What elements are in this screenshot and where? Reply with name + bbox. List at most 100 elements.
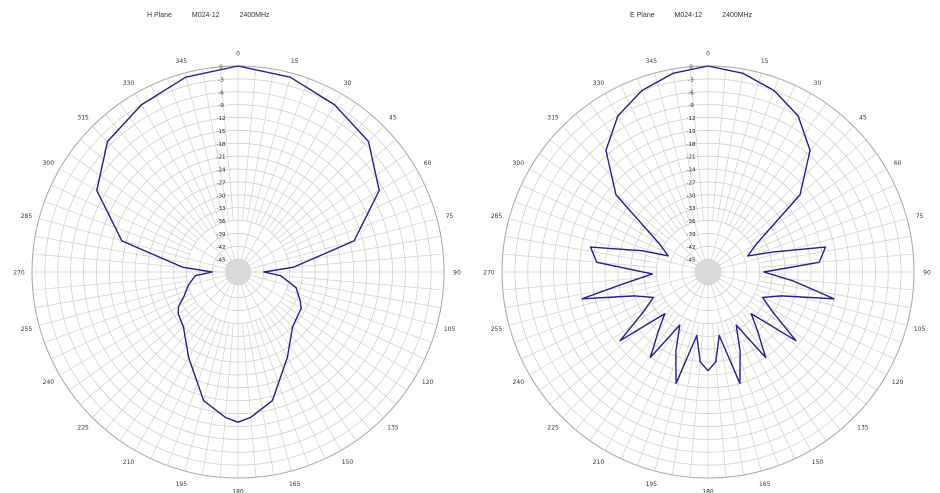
grid-spoke — [286, 201, 432, 255]
radial-tick-labels: 0 -3 -6 -9 -12 -15 -18 -21 -24 -27 -30 -33 -36 -39 -42… — [687, 65, 696, 264]
angle-tick-label: 105 — [444, 326, 456, 333]
grid-spoke — [720, 218, 908, 270]
grid-spoke — [637, 320, 691, 466]
grid-spoke — [716, 322, 745, 475]
grid-spoke — [279, 153, 407, 243]
grid-spoke — [529, 278, 698, 376]
angle-tick-label: 225 — [77, 424, 89, 431]
grid-spoke — [246, 69, 275, 222]
radial-tick-label: -3 — [688, 77, 694, 83]
polar-plot: 0 15 30 45 60 75 90 105 120 135 150 165 180 195 210 225… — [13, 51, 461, 493]
grid-spoke — [575, 113, 676, 233]
chart-title: E Plane M024-12 2400MHz — [630, 12, 772, 19]
grid-spoke — [255, 78, 309, 224]
grid-spoke — [167, 78, 221, 224]
grid-spoke — [620, 85, 687, 226]
angle-tick-label: 255 — [491, 326, 503, 333]
grid-spoke — [754, 293, 895, 360]
chart-title-plane: H Plane — [147, 12, 172, 19]
angle-tick-label: 285 — [21, 213, 33, 220]
radial-tick-label: 0 — [689, 65, 693, 71]
radial-tick-label: -33 — [687, 206, 696, 212]
grid-spoke — [620, 318, 687, 459]
grid-spoke — [201, 322, 230, 475]
grid-spoke — [521, 293, 662, 360]
grid-spoke — [246, 322, 275, 475]
radial-tick-label: -39 — [217, 232, 226, 238]
series-line — [96, 65, 380, 423]
radial-tick-label: -24 — [687, 168, 696, 174]
grid-spoke — [716, 69, 745, 222]
polar-plot: 0 15 30 45 60 75 90 105 120 135 150 165 180 195 210 225… — [483, 51, 931, 493]
radial-tick-label: -12 — [217, 116, 226, 122]
grid-spoke — [250, 274, 438, 326]
angle-tick-label: 135 — [857, 424, 869, 431]
radial-tick-label: -39 — [687, 232, 696, 238]
grid-spoke — [134, 282, 232, 451]
grid-spoke — [505, 280, 658, 309]
angle-tick-label: 315 — [547, 115, 559, 122]
grid-spoke — [79, 139, 199, 240]
angle-tick-label: 165 — [759, 481, 771, 488]
angle-tick-label: 225 — [547, 424, 559, 431]
grid-spoke — [508, 274, 696, 326]
radial-tick-label: -3 — [218, 77, 224, 83]
polar-grid — [31, 65, 445, 479]
radial-tick-label: -45 — [687, 258, 696, 264]
grid-spoke — [286, 289, 432, 343]
grid-spoke — [150, 318, 217, 459]
angle-tick-labels: 0 15 30 45 60 75 90 105 120 135 150 165 180 195 210 225… — [483, 51, 931, 493]
grid-spoke — [44, 289, 190, 343]
grid-spoke — [758, 235, 911, 264]
grid-spoke — [250, 218, 438, 270]
grid-spoke — [604, 93, 702, 262]
angle-tick-label: 240 — [513, 379, 525, 386]
angle-tick-label: 300 — [513, 160, 525, 167]
grid-spoke — [270, 311, 371, 431]
grid-spoke — [521, 184, 662, 251]
grid-spoke — [654, 284, 706, 472]
chart-title: H Plane M024-12 2400MHz — [147, 12, 290, 19]
angle-tick-label: 0 — [706, 51, 710, 58]
e-plane-chart: E Plane M024-12 2400MHz 0 15 30 45 60 75 90 105 12… — [470, 0, 940, 493]
grid-spoke — [740, 113, 841, 233]
grid-spoke — [59, 278, 228, 376]
chart-title-model: M024-12 — [674, 12, 703, 19]
grid-spoke — [240, 284, 292, 472]
grid-spoke — [279, 301, 407, 391]
grid-spoke — [716, 126, 854, 264]
grid-spoke — [758, 280, 911, 309]
radial-tick-label: -15 — [217, 129, 226, 135]
grid-spoke — [718, 168, 887, 266]
angle-tick-label: 105 — [914, 326, 926, 333]
grid-spoke — [92, 126, 230, 264]
grid-spoke — [710, 284, 762, 472]
angle-tick-label: 120 — [422, 379, 434, 386]
grid-center — [695, 259, 721, 285]
angle-tick-label: 315 — [77, 115, 89, 122]
grid-spoke — [589, 313, 679, 441]
angle-tick-label: 120 — [892, 379, 904, 386]
radial-tick-label: -27 — [687, 180, 696, 186]
grid-spoke — [270, 113, 371, 233]
radial-tick-label: -21 — [687, 155, 696, 161]
radial-tick-label: -6 — [218, 90, 224, 96]
grid-spoke — [69, 153, 197, 243]
angle-tick-label: 270 — [483, 270, 495, 277]
grid-spoke — [248, 168, 417, 266]
grid-spoke — [756, 289, 902, 343]
grid-spoke — [201, 69, 230, 222]
grid-spoke — [539, 301, 667, 391]
grid-spoke — [712, 323, 727, 478]
grid-spoke — [32, 253, 187, 268]
polar-grid — [501, 65, 915, 479]
grid-spoke — [689, 66, 704, 221]
grid-spoke — [710, 72, 762, 260]
radial-tick-label: 0 — [219, 65, 223, 71]
grid-spoke — [255, 320, 309, 466]
chart-title-plane: E Plane — [630, 12, 655, 19]
grid-spoke — [105, 311, 206, 431]
grid-spoke — [259, 85, 326, 226]
angle-tick-labels: 0 15 30 45 60 75 90 105 120 135 150 165 180 195 210 225… — [13, 51, 461, 493]
grid-spoke — [604, 282, 702, 451]
